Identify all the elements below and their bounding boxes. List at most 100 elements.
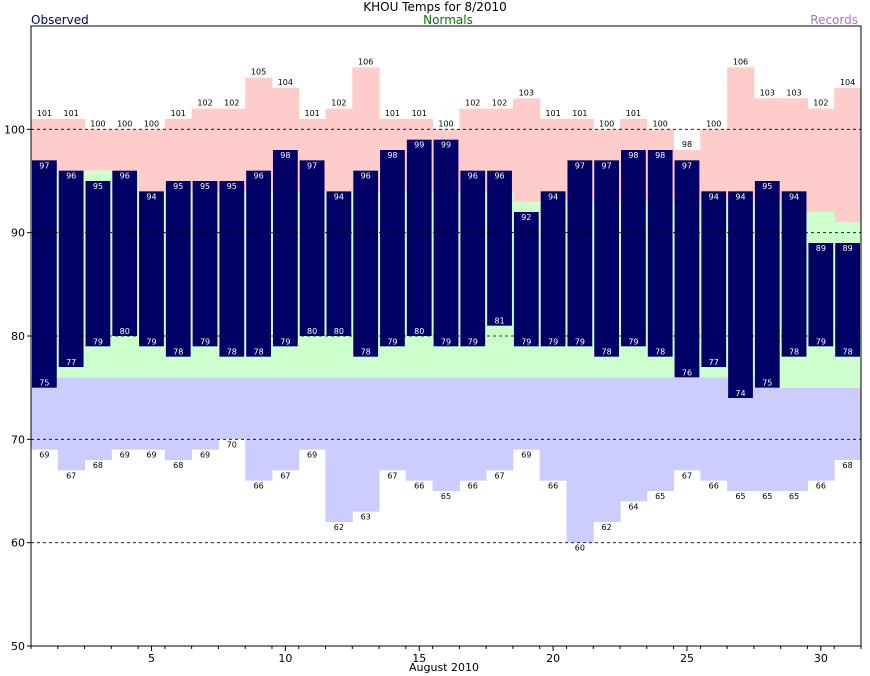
observed-low-label-day-15: 80 [414,327,424,336]
record-low-day-8 [218,377,246,440]
record-high-label-day-31: 104 [840,78,855,87]
record-low-day-2 [57,377,86,471]
observed-bar-day-24 [647,150,673,357]
record-low-label-day-28: 65 [762,492,772,501]
record-high-label-day-8: 102 [224,99,239,108]
record-high-label-day-23: 101 [626,109,641,118]
record-low-label-day-27: 65 [735,492,745,501]
record-high-label-day-4: 100 [117,119,132,128]
record-high-day-5 [138,129,166,192]
observed-low-label-day-26: 77 [709,358,719,367]
record-low-label-day-1: 69 [39,451,49,460]
observed-bar-day-12 [326,191,352,336]
observed-high-label-day-27: 94 [735,192,745,201]
record-high-label-day-10: 104 [278,78,293,87]
observed-bars-layer [32,139,860,398]
observed-low-label-day-12: 80 [334,327,344,336]
observed-low-label-day-31: 78 [843,348,853,357]
record-low-label-day-30: 66 [816,482,826,491]
observed-low-label-day-27: 74 [735,389,745,398]
chart-title: KHOU Temps for 8/2010 [363,0,507,14]
observed-low-label-day-17: 79 [468,337,478,346]
observed-bar-day-11 [299,160,325,336]
observed-bar-day-18 [487,170,512,326]
observed-high-label-day-12: 94 [334,192,344,201]
record-low-label-day-14: 67 [387,471,397,480]
record-high-day-3 [84,129,112,171]
record-high-day-6 [164,119,193,192]
observed-low-label-day-20: 79 [548,337,558,346]
record-low-day-19 [512,377,541,450]
observed-high-label-day-20: 94 [548,192,558,201]
record-high-label-day-30: 102 [813,99,828,108]
observed-bar-day-10 [272,150,298,347]
record-low-label-day-20: 66 [548,482,558,491]
observed-low-label-day-28: 75 [762,379,772,388]
record-low-day-18 [486,377,514,471]
record-low-label-day-6: 68 [173,461,183,470]
record-low-day-7 [191,377,219,450]
y-tick-label-90: 90 [11,227,25,240]
record-low-day-31 [834,387,862,460]
observed-bar-day-7 [192,181,218,347]
record-high-label-day-22: 100 [599,119,614,128]
observed-high-label-day-30: 89 [816,244,826,253]
record-low-label-day-31: 68 [843,461,853,470]
x-tick-label-15: 15 [412,652,426,665]
record-high-label-day-19: 103 [519,88,534,97]
record-high-label-day-2: 101 [64,109,79,118]
record-low-label-day-11: 69 [307,451,317,460]
record-low-day-5 [138,377,166,450]
record-low-day-20 [539,377,567,481]
observed-low-label-day-25: 76 [682,368,692,377]
observed-low-label-day-13: 78 [361,348,371,357]
observed-high-label-day-7: 95 [200,182,210,191]
legend-normals: Normals [423,13,473,27]
record-high-label-day-27: 106 [733,57,748,66]
observed-high-label-day-23: 98 [628,151,638,160]
record-low-day-1 [31,377,59,450]
record-low-day-21 [566,377,594,543]
observed-high-label-day-11: 97 [307,161,317,170]
observed-low-label-day-5: 79 [146,337,156,346]
record-high-day-8 [218,108,246,192]
observed-bar-day-15 [406,139,432,336]
record-high-label-day-9: 105 [251,68,266,77]
observed-bar-day-20 [540,191,566,347]
observed-bar-day-19 [513,212,539,347]
observed-bar-day-31 [835,243,860,357]
record-low-day-24 [646,377,675,491]
record-high-day-4 [111,129,139,171]
record-low-day-25 [673,377,701,471]
observed-high-label-day-8: 95 [227,182,237,191]
observed-bar-day-3 [85,181,111,347]
observed-bar-day-14 [380,150,405,347]
observed-bar-day-8 [219,181,245,357]
record-high-label-day-15: 101 [412,109,427,118]
axes-layer: 50 60 70 80 90 100 5 10 15 20 25 30 [4,25,862,665]
record-low-label-day-12: 62 [334,523,344,532]
observed-bar-day-22 [594,160,620,357]
observed-bar-day-28 [754,181,780,388]
record-low-day-9 [245,377,273,481]
record-low-label-day-16: 65 [441,492,451,501]
observed-high-label-day-28: 95 [762,182,772,191]
legend-records: Records [810,13,858,27]
observed-high-label-day-6: 95 [173,182,183,191]
record-low-label-day-23: 64 [628,502,638,511]
x-tick-label-25: 25 [680,652,694,665]
record-high-label-day-28: 103 [760,88,775,97]
record-low-label-day-18: 67 [494,471,504,480]
record-low-day-6 [164,377,193,460]
observed-high-label-day-26: 94 [709,192,719,201]
record-low-day-3 [84,377,112,460]
observed-low-label-day-11: 80 [307,327,317,336]
record-low-day-15 [405,377,434,481]
grid-layer [31,128,861,544]
x-tick-label-5: 5 [148,652,155,665]
observed-low-label-day-10: 79 [280,337,290,346]
record-high-day-31 [834,88,862,223]
record-low-label-day-4: 69 [120,451,130,460]
record-low-label-day-17: 66 [468,482,478,491]
record-low-day-10 [271,377,300,471]
